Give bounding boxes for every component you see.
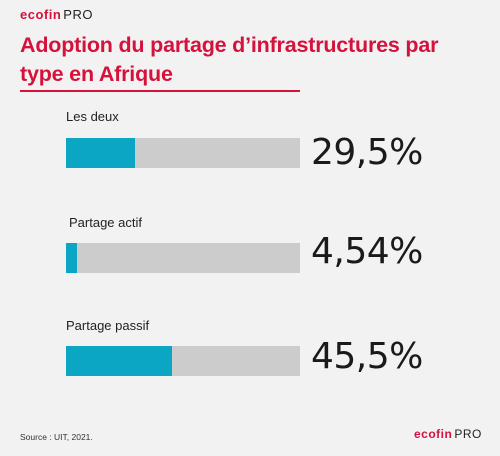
bar-fill-partage-passif: [66, 346, 173, 376]
bar-label-partage-actif: Partage actif: [69, 215, 142, 230]
chart-title: Adoption du partage d’infrastructures pa…: [20, 33, 439, 86]
bar-track-partage-passif: [66, 346, 300, 376]
source-note: Source : UIT, 2021.: [20, 432, 93, 442]
bar-track-partage-actif: [66, 243, 300, 273]
bar-value-partage-actif: 4,54%: [311, 231, 423, 272]
bar-label-les-deux: Les deux: [66, 109, 119, 124]
footer-logo-suffix: PRO: [454, 427, 482, 441]
bar-label-partage-passif: Partage passif: [66, 318, 150, 333]
footer-logo-brand: ecofin: [414, 427, 453, 441]
title-divider: [20, 90, 300, 92]
footer-ecofin-pro-logo: ecofin PRO: [414, 427, 482, 441]
ecofin-pro-logo: ecofin PRO: [20, 8, 93, 22]
bar-fill-les-deux: [66, 138, 136, 168]
logo-brand: ecofin: [20, 7, 62, 22]
bar-value-les-deux: 29,5%: [311, 132, 423, 173]
bar-track-les-deux: [66, 138, 300, 168]
bar-fill-partage-actif: [66, 243, 77, 273]
bar-value-partage-passif: 45,5%: [311, 336, 423, 377]
logo-suffix: PRO: [63, 7, 93, 22]
